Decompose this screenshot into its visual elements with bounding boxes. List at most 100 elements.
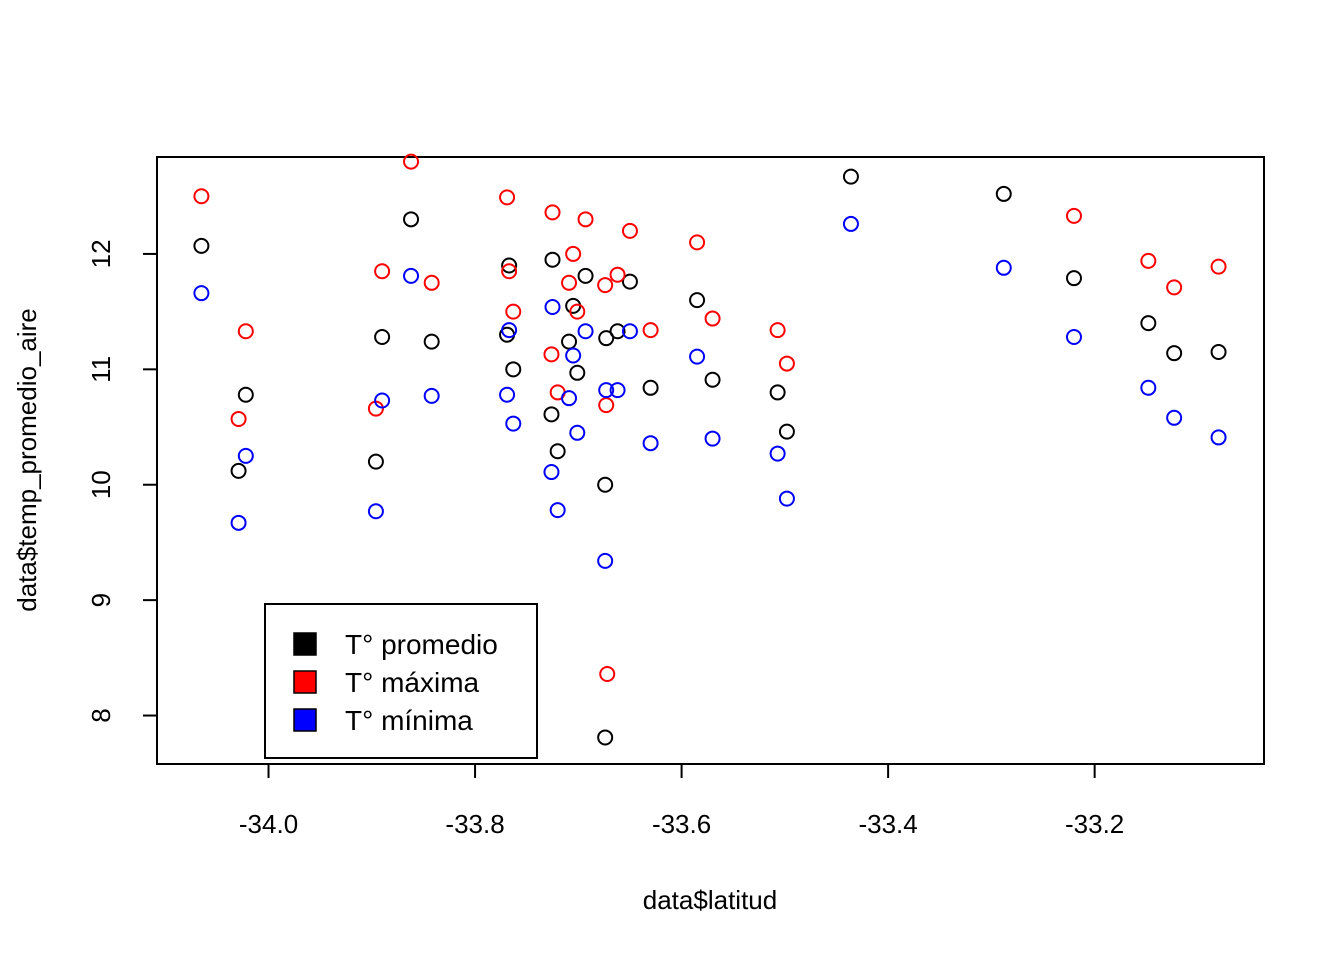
data-point <box>778 355 795 372</box>
y-tick-label: 10 <box>86 470 116 499</box>
data-point <box>565 347 582 364</box>
y-axis: 8 9 10 11 12 <box>86 239 158 723</box>
data-point <box>561 274 578 291</box>
data-point <box>1166 279 1183 296</box>
data-point <box>544 251 561 268</box>
data-point <box>505 303 522 320</box>
legend-label: T° mínima <box>345 705 473 736</box>
data-point <box>621 323 638 340</box>
x-axis-label: data$latitud <box>643 885 777 915</box>
series-0 <box>193 168 1227 746</box>
data-point <box>609 266 626 283</box>
data-point <box>544 204 561 221</box>
data-point <box>193 285 210 302</box>
y-axis-label: data$temp_promedio_aire <box>12 308 42 612</box>
data-point <box>423 387 440 404</box>
legend-swatch <box>293 670 317 694</box>
data-point <box>704 310 721 327</box>
legend-label: T° máxima <box>345 667 480 698</box>
data-point <box>543 406 560 423</box>
data-point <box>577 267 594 284</box>
data-point <box>769 445 786 462</box>
data-point <box>505 361 522 378</box>
data-point <box>621 273 638 290</box>
data-point <box>374 392 391 409</box>
data-point <box>609 323 626 340</box>
data-point <box>769 322 786 339</box>
data-point <box>1140 379 1157 396</box>
data-point <box>374 263 391 280</box>
legend: T° promedio T° máxima T° mínima <box>264 603 538 759</box>
data-point <box>704 430 721 447</box>
data-point <box>367 453 384 470</box>
data-point <box>543 346 560 363</box>
data-point <box>598 397 615 414</box>
data-points <box>193 153 1227 746</box>
x-tick-label: -33.2 <box>1065 809 1124 839</box>
legend-swatch <box>293 708 317 732</box>
data-point <box>569 424 586 441</box>
data-point <box>842 168 859 185</box>
series-1 <box>193 153 1227 682</box>
data-point <box>565 245 582 262</box>
data-point <box>569 364 586 381</box>
data-point <box>1210 429 1227 446</box>
series-2 <box>193 215 1227 569</box>
data-point <box>1140 315 1157 332</box>
data-point <box>403 153 420 170</box>
data-point <box>689 234 706 251</box>
data-point <box>1210 258 1227 275</box>
data-point <box>642 322 659 339</box>
data-point <box>544 299 561 316</box>
data-point <box>569 303 586 320</box>
data-point <box>597 552 614 569</box>
data-point <box>193 188 210 205</box>
data-point <box>621 222 638 239</box>
data-point <box>193 237 210 254</box>
data-point <box>597 729 614 746</box>
data-point <box>1065 329 1082 346</box>
data-point <box>1065 270 1082 287</box>
data-point <box>403 211 420 228</box>
x-axis: -34.0 -33.8 -33.6 -33.4 -33.2 <box>239 763 1124 839</box>
data-point <box>237 447 254 464</box>
data-point <box>609 382 626 399</box>
data-point <box>367 503 384 520</box>
data-point <box>689 348 706 365</box>
data-point <box>1210 344 1227 361</box>
data-point <box>543 464 560 481</box>
data-point <box>995 185 1012 202</box>
data-point <box>403 267 420 284</box>
data-point <box>577 323 594 340</box>
data-point <box>549 443 566 460</box>
data-point <box>499 189 516 206</box>
data-point <box>561 390 578 407</box>
x-tick-label: -33.8 <box>445 809 504 839</box>
legend-label: T° promedio <box>345 629 498 660</box>
data-point <box>1166 345 1183 362</box>
data-point <box>374 329 391 346</box>
data-point <box>577 211 594 228</box>
data-point <box>499 386 516 403</box>
data-point <box>599 665 616 682</box>
data-point <box>237 386 254 403</box>
data-point <box>230 462 247 479</box>
x-tick-label: -34.0 <box>239 809 298 839</box>
data-point <box>1166 409 1183 426</box>
data-point <box>230 410 247 427</box>
data-point <box>1140 252 1157 269</box>
data-point <box>237 323 254 340</box>
data-point <box>423 274 440 291</box>
data-point <box>1065 207 1082 224</box>
data-point <box>642 435 659 452</box>
legend-swatch <box>293 632 317 656</box>
data-point <box>598 330 615 347</box>
data-point <box>597 277 614 294</box>
data-point <box>704 371 721 388</box>
data-point <box>642 379 659 396</box>
data-point <box>549 502 566 519</box>
data-point <box>769 384 786 401</box>
data-point <box>501 322 518 339</box>
data-point <box>597 476 614 493</box>
